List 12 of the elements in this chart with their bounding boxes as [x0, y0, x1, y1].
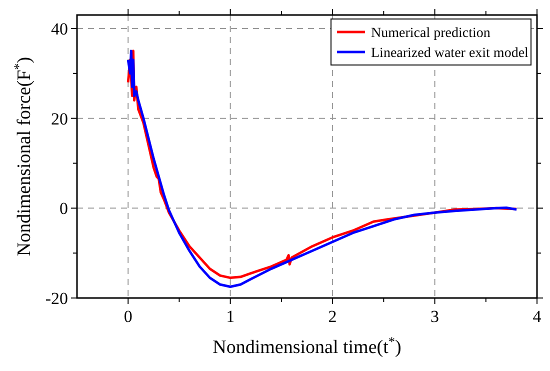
- x-tick-label: 0: [124, 307, 132, 326]
- legend-label: Linearized water exit model: [371, 46, 529, 61]
- y-tick-label: 40: [51, 19, 68, 38]
- y-tick-label: 20: [51, 109, 68, 128]
- legend-label: Numerical prediction: [371, 26, 490, 41]
- x-tick-label: 4: [532, 307, 542, 326]
- x-axis-title: Nondimensional time(t$^{*}$): [212, 334, 402, 358]
- y-tick-label: -20: [45, 289, 68, 308]
- y-tick-label: 0: [60, 199, 68, 218]
- x-tick-label: 1: [226, 307, 235, 326]
- x-tick-label: 3: [430, 307, 440, 326]
- x-tick-label: 2: [328, 307, 337, 326]
